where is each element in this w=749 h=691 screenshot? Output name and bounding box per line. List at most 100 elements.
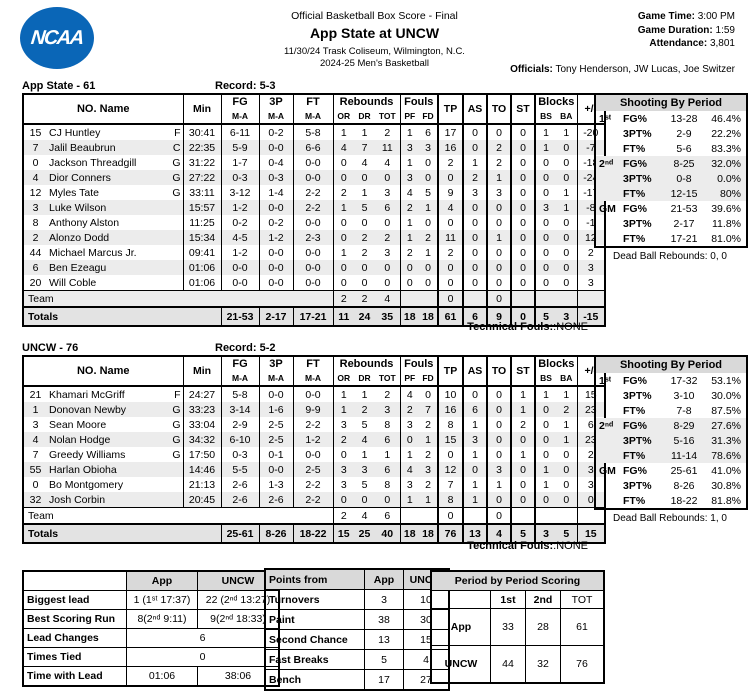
period-scoring-title: Period by Period Scoring: [430, 570, 605, 591]
cell-tot: 11: [381, 141, 393, 154]
cell-p3: 0-0: [258, 140, 294, 155]
cell-bs: 0: [543, 433, 549, 446]
times-tied-row: Times Tied 0: [22, 647, 280, 667]
cell-ft: 18-22: [292, 523, 334, 543]
totals-row: Totals 25-61 8-26 18-22 15 25 40 18 18 7…: [23, 523, 606, 543]
player-row: 0 Jackson Threadgill G 31:22 1-7 0-4 0-0 0 4 4 1 0 2…: [23, 155, 606, 170]
cell-name: Will Coble: [47, 275, 183, 291]
cell-app: 17: [364, 669, 404, 691]
cell-no: 32: [29, 493, 42, 506]
cell-tot: 0: [384, 216, 391, 229]
player-row: 12 Myles Tate G 33:11 3-12 1-4 2-2 2 1 3 4 5 9 3 3 0 0 1-…: [23, 185, 606, 200]
player-position: G: [172, 418, 181, 431]
cell-pm: 15: [576, 386, 606, 402]
cell-tot: 40: [375, 523, 401, 543]
cell-pm: 2: [576, 245, 606, 260]
cell-p3: 0-0: [258, 462, 294, 477]
cell-to: 0: [486, 432, 512, 447]
cell-pf: 1: [399, 447, 420, 462]
cell-or: 2: [332, 185, 355, 200]
cell-tp: 11: [437, 230, 464, 245]
cell-min: 01:06: [182, 260, 222, 275]
cell-pct: 80%: [719, 187, 741, 200]
player-name: Will Coble: [49, 276, 97, 289]
cell-fg: 5-5: [220, 462, 260, 477]
player-position: G: [172, 156, 181, 169]
cell-pct: 46.4%: [711, 112, 741, 125]
cell-as: 0: [462, 462, 488, 477]
cell-pf: 0: [399, 432, 420, 447]
cell-name: Michael Marcus Jr.: [47, 245, 183, 260]
cell-as: 2: [462, 170, 488, 185]
cell-fd: 1: [425, 433, 431, 446]
cell-tp: 0: [437, 507, 464, 524]
cell-tp: 0: [437, 170, 464, 185]
cell-ba: 0: [563, 463, 570, 476]
cell-fg: 21-53: [220, 306, 260, 326]
col-to: TO: [486, 356, 512, 386]
cell-tot: 8: [384, 478, 391, 491]
cell-name: Jalil Beaubrun C: [47, 140, 183, 155]
cell-st: 0: [510, 124, 537, 140]
time-with-lead-row: Time with Lead 01:06 38:06: [22, 666, 280, 687]
player-name: Anthony Alston: [49, 216, 120, 229]
totals-row: Totals 21-53 2-17 17-21 11 24 35 18 18 6…: [23, 306, 606, 326]
cell-or: 15: [332, 523, 355, 543]
cell-ba: 3: [556, 306, 578, 326]
cell-no: 15: [29, 126, 42, 139]
col-fg-ma: M-A: [220, 371, 260, 386]
player-row: 15 CJ Huntley F 30:41 6-11 0-2 5-8 1 1 2 1 6 17 0 0 0 1 1…: [23, 124, 606, 140]
points-from-title: Points from: [264, 568, 365, 590]
cell-fd: 0: [425, 156, 431, 169]
cell-to: 0: [486, 447, 512, 462]
player-name: Jackson Threadgill: [49, 156, 137, 169]
cell-tot: 6: [384, 433, 391, 446]
cell-to: 2: [486, 140, 512, 155]
cell-tot: 0: [384, 261, 391, 274]
player-position: F: [174, 388, 181, 401]
cell-name: Khamari McGriff F: [47, 386, 183, 402]
cell-app: 5: [364, 649, 404, 670]
shooting-row: 3PT% 0-8 0.0%: [595, 171, 747, 186]
cell-st: 0: [510, 140, 537, 155]
cell-app: 13: [364, 629, 404, 650]
cell-fg: 1-2: [220, 245, 260, 260]
col-fg: FG: [220, 356, 260, 371]
cell-bs: 3: [543, 201, 549, 214]
col-blocks: Blocks: [538, 96, 575, 108]
player-row: 20 Will Coble 01:06 0-0 0-0 0-0 0 0 0 0 0 0 0 0 0 0 0 3: [23, 275, 606, 291]
cell-or: 1: [332, 402, 355, 417]
shooting-row: FT% 5-6 83.3%: [595, 141, 747, 156]
cell-ft: 0-0: [292, 275, 334, 291]
cell-dr: 5: [361, 478, 368, 491]
lead-stats-table: App UNCW Biggest lead 1 (1ˢᵗ 17:37) 22 (…: [22, 570, 280, 687]
cell-tp: 0: [437, 447, 464, 462]
cell-stat: FT%: [623, 187, 646, 200]
col-as: AS: [462, 94, 488, 124]
cell-ft: 0-0: [292, 260, 334, 275]
cell-to: 0: [486, 417, 512, 432]
cell-tp: 8: [437, 417, 464, 432]
cell-tp: 12: [437, 462, 464, 477]
cell-fg: 5-9: [220, 140, 260, 155]
col-or: OR: [332, 371, 355, 386]
cell-min: 34:32: [182, 432, 222, 447]
player-position: G: [172, 448, 181, 461]
cell-st: 0: [510, 170, 537, 185]
cell-tot: 0: [384, 171, 391, 184]
cell-stat: FG%: [623, 202, 647, 215]
cell-ft: 17-21: [292, 306, 334, 326]
cell-fd: 0: [425, 216, 431, 229]
cell-pf: 4: [399, 386, 420, 402]
player-row: 7 Jalil Beaubrun C 22:35 5-9 0-0 6-6 4 7 11 3 3 16 0 2…: [23, 140, 606, 155]
cell-label: Turnovers: [264, 589, 365, 610]
team-record: Record: 5-3: [215, 80, 276, 92]
cell-no: 0: [32, 478, 39, 491]
player-row: 7 Greedy Williams G 17:50 0-3 0-1 0-0 0 1 1 1 2 0 1 0 1…: [23, 447, 606, 462]
cell-no: 55: [29, 463, 42, 476]
cell-or: 2: [332, 507, 355, 524]
shooting-row: 1ˢᵗ FG% 17-32 53.1%: [595, 373, 747, 388]
cell-label: Second Chance: [264, 629, 365, 650]
cell-pm: 3: [576, 260, 606, 275]
cell-pf: 1: [399, 492, 420, 508]
